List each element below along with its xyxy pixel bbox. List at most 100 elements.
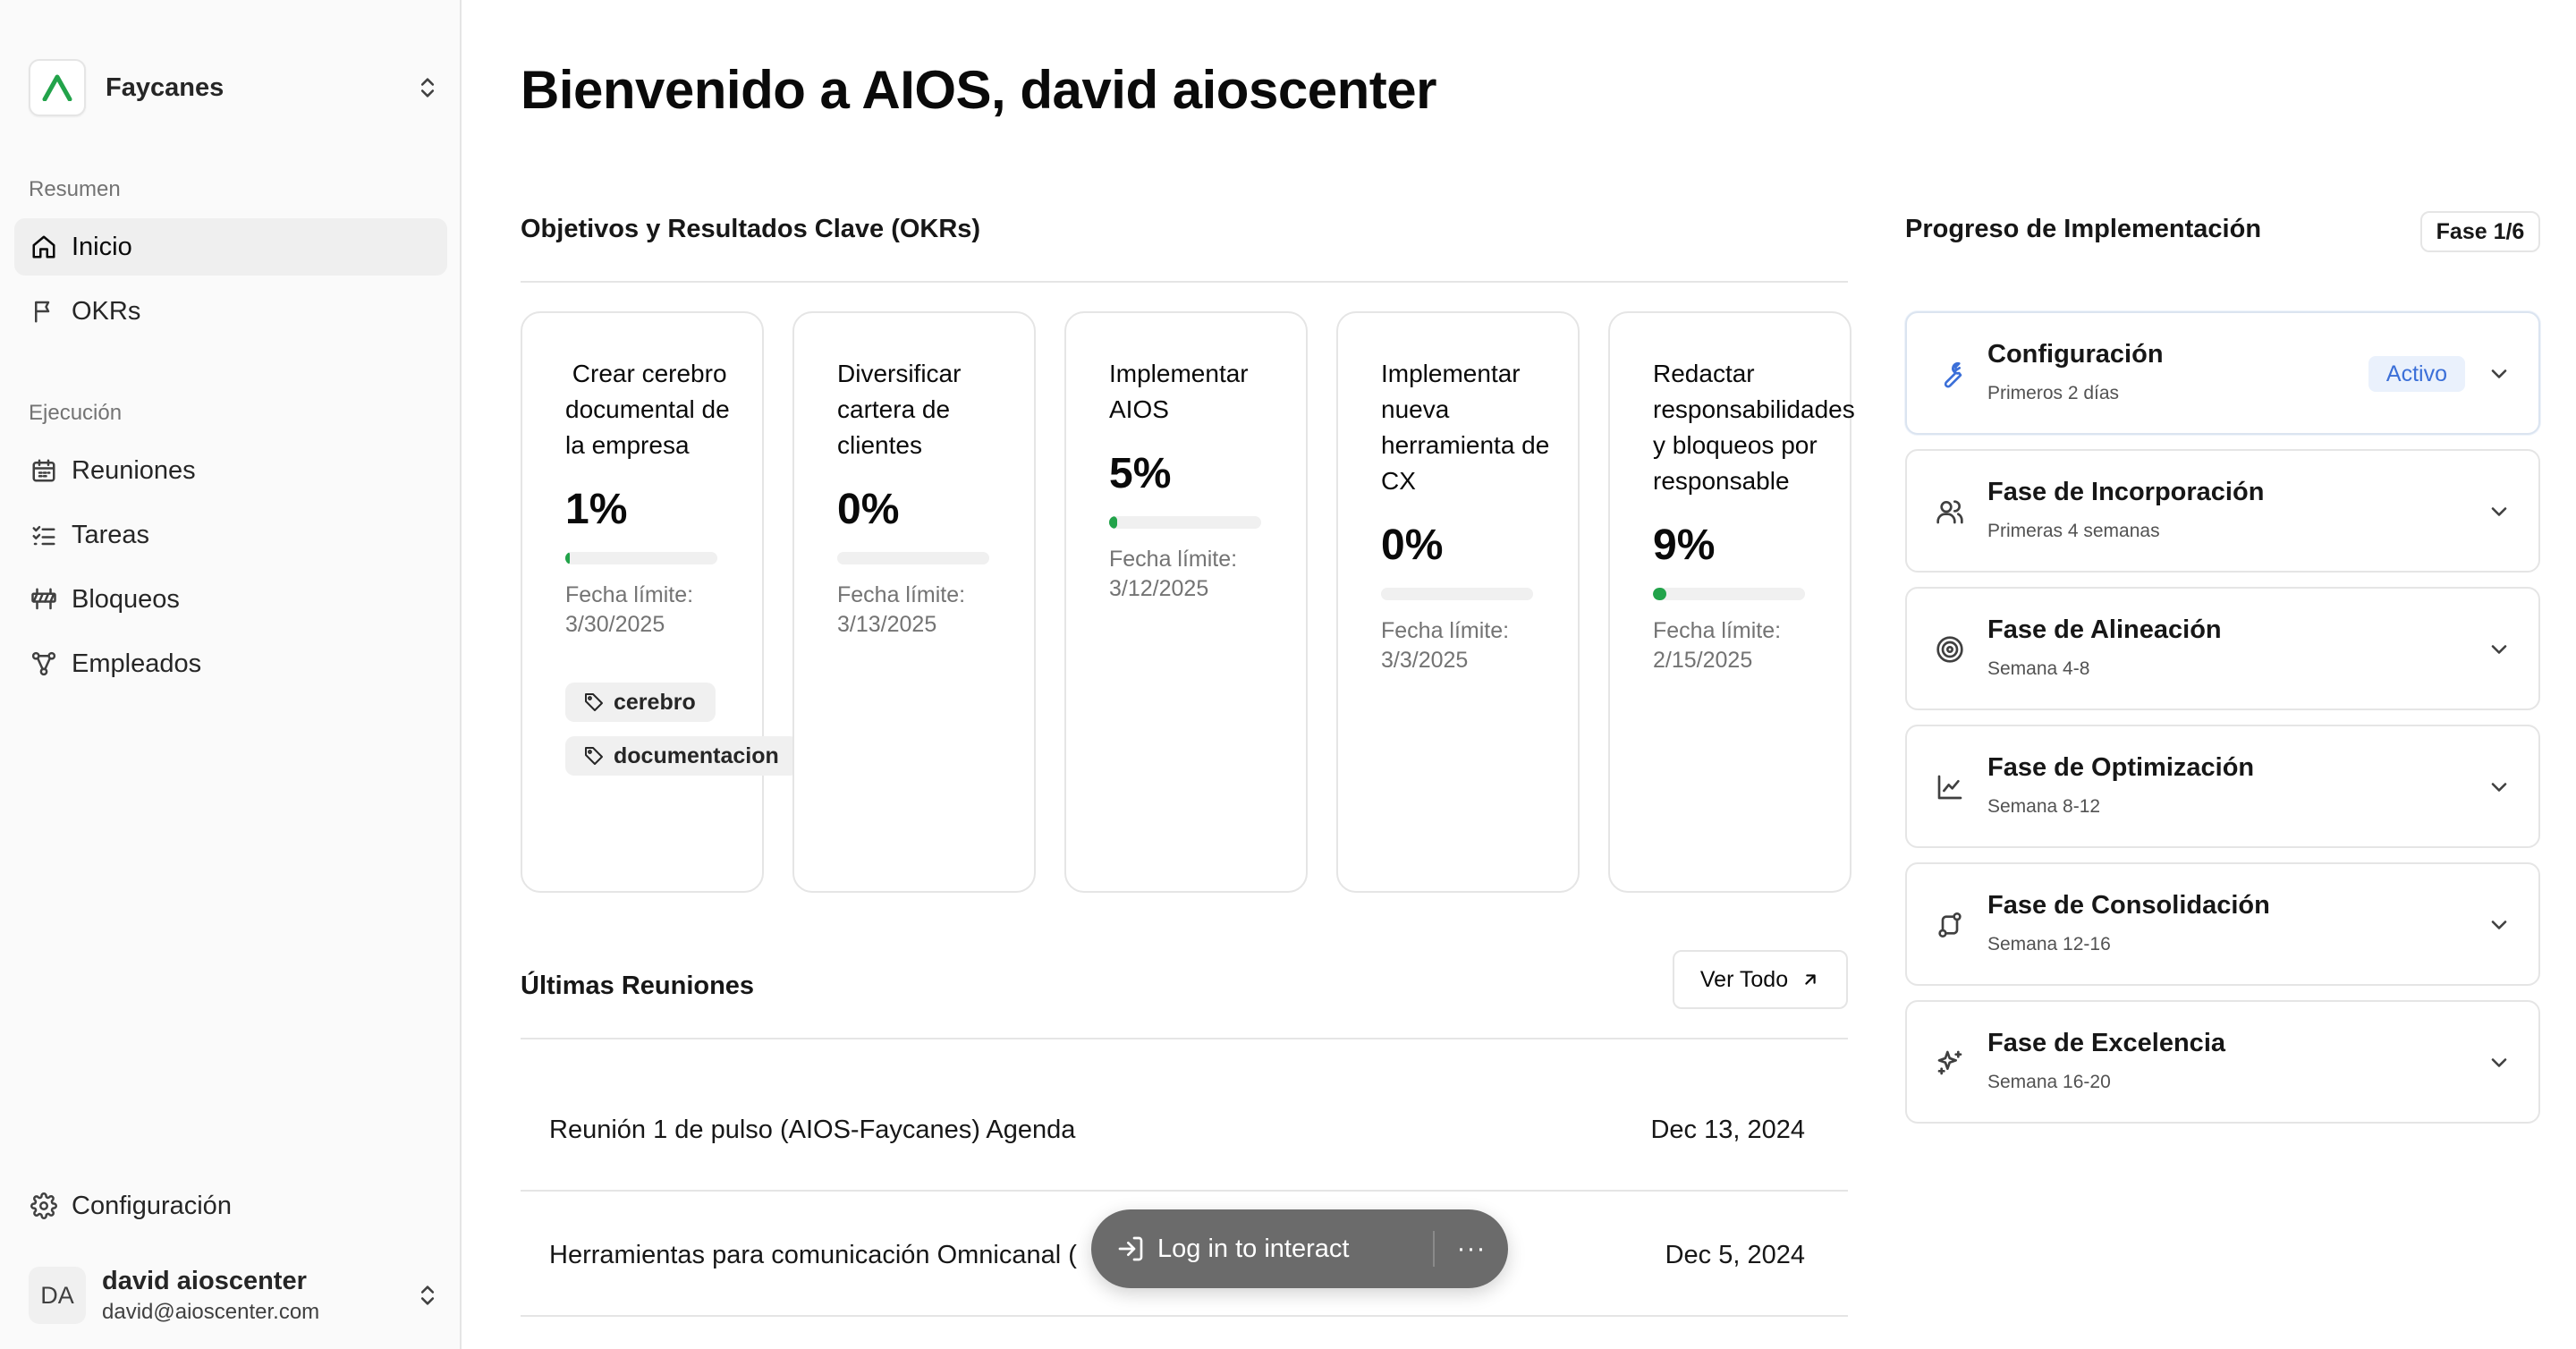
okr-tag[interactable]: documentacion [565,736,799,776]
sidebar-item-configuracion[interactable]: Configuración [14,1177,447,1234]
view-all-button[interactable]: Ver Todo [1673,950,1848,1009]
sidebar-item-inicio[interactable]: Inicio [14,218,447,276]
phase-item-excelencia[interactable]: Fase de Excelencia Semana 16-20 [1905,1000,2540,1124]
phase-name: Fase de Incorporación [1987,478,2265,506]
chevron-down-icon [2491,369,2507,378]
org-name: Faycanes [106,72,225,102]
okr-title: Crear cerebro documental de la empresa [565,360,737,459]
login-toast: Log in to interact ··· [1091,1209,1508,1288]
avatar: DA [29,1267,86,1324]
phase-duration: Semana 4-8 [1987,658,2090,679]
chevron-down-icon [2491,645,2507,654]
log-in-icon [1114,1233,1147,1265]
okr-percent: 0% [837,486,900,533]
okr-deadline: Fecha límite: 3/13/2025 [837,582,966,637]
sidebar-item-label: Inicio [72,232,132,261]
group-label-resumen: Resumen [29,177,121,201]
flag-icon [29,296,59,327]
sidebar-item-empleados[interactable]: Empleados [14,635,447,692]
phase-item-consolidacion[interactable]: Fase de Consolidación Semana 12-16 [1905,862,2540,986]
phase-counter-badge: Fase 1/6 [2420,211,2540,252]
sidebar-item-label: Configuración [72,1191,232,1220]
okr-tag-label: cerebro [614,689,696,715]
chevron-down-icon [2491,507,2507,516]
divider [521,281,1848,283]
phase-name: Configuración [1987,340,2164,369]
user-menu[interactable]: DA david aioscenter david@aioscenter.com [29,1261,440,1329]
okr-progress-bar [837,552,989,564]
okr-progress-bar [565,552,717,564]
meeting-title: Herramientas para comunicación Omnicanal… [549,1241,1077,1269]
okr-tag[interactable]: cerebro [565,683,716,722]
divider [521,1038,1848,1039]
okr-card[interactable]: Implementar nueva herramienta de CX 0% F… [1336,311,1580,893]
chevrons-up-down-icon [420,1285,435,1305]
phase-item-configuracion[interactable]: Configuración Primeros 2 días Activo [1905,311,2540,435]
phase-duration: Primeras 4 semanas [1987,521,2160,541]
home-icon [29,232,59,262]
okr-progress-fill [565,552,570,564]
wrench-icon [1934,358,1966,390]
org-logo [29,59,86,116]
phase-name: Fase de Consolidación [1987,891,2270,920]
okr-title: Implementar AIOS [1109,360,1249,423]
okr-percent: 9% [1653,522,1716,569]
more-options-button[interactable]: ··· [1456,1234,1487,1263]
okr-progress-bar [1109,516,1261,529]
okr-percent: 1% [565,486,628,533]
tag-icon [585,693,603,711]
okr-card[interactable]: Crear cerebro documental de la empresa 1… [521,311,799,893]
sidebar-item-tareas[interactable]: Tareas [14,506,447,564]
table-row[interactable]: Herramientas para comunicación Omnicanal… [521,1193,1848,1317]
toast-divider [1433,1231,1435,1267]
login-to-interact-button[interactable]: Log in to interact [1157,1234,1350,1263]
meeting-date: Dec 13, 2024 [1650,1116,1805,1144]
meeting-title: Reunión 1 de pulso (AIOS-Faycanes) Agend… [549,1116,1076,1144]
sidebar: Faycanes Resumen Inicio OKRs Ejecución R… [0,0,462,1349]
table-row[interactable]: Reunión 1 de pulso (AIOS-Faycanes) Agend… [521,1068,1848,1192]
sidebar-item-bloqueos[interactable]: Bloqueos [14,571,447,628]
chevron-down-icon [2491,783,2507,792]
route-icon [1934,909,1966,941]
okr-tag-label: documentacion [614,742,779,768]
phase-item-alineacion[interactable]: Fase de Alineación Semana 4-8 [1905,587,2540,710]
chevron-down-icon [2491,1058,2507,1067]
okr-progress-fill [1109,516,1117,529]
users-icon [1934,496,1966,528]
okr-card[interactable]: Diversificar cartera de clientes 0% Fech… [792,311,1036,893]
phase-duration: Primeros 2 días [1987,383,2120,403]
sidebar-item-label: OKRs [72,296,141,326]
okr-progress-fill [1653,588,1667,600]
okr-deadline: Fecha límite: 2/15/2025 [1653,618,1782,673]
phase-item-optimizacion[interactable]: Fase de Optimización Semana 8-12 [1905,725,2540,848]
group-label-ejecucion: Ejecución [29,401,123,425]
phase-item-incorporacion[interactable]: Fase de Incorporación Primeras 4 semanas [1905,449,2540,573]
calendar-icon [29,455,59,486]
user-email: david@aioscenter.com [102,1299,320,1324]
org-switcher[interactable]: Faycanes [29,55,440,120]
okr-title: Redactar responsabilidades y bloqueos po… [1653,360,1855,495]
implementation-title: Progreso de Implementación [1905,215,2262,243]
okr-deadline: Fecha límite: 3/30/2025 [565,582,694,637]
user-name: david aioscenter [102,1266,307,1295]
okr-card[interactable]: Redactar responsabilidades y bloqueos po… [1608,311,1855,893]
phase-name: Fase de Alineación [1987,615,2222,644]
barrier-icon [29,584,59,615]
okr-title: Diversificar cartera de clientes [837,360,962,459]
target-icon [1934,633,1966,666]
phase-duration: Semana 12-16 [1987,934,2111,954]
status-badge: Activo [2368,356,2465,392]
sidebar-item-okrs[interactable]: OKRs [14,283,447,340]
meeting-date: Dec 5, 2024 [1665,1241,1805,1269]
phase-name: Fase de Optimización [1987,753,2255,782]
sidebar-item-reuniones[interactable]: Reuniones [14,442,447,499]
okr-progress-bar [1381,588,1533,600]
okr-card[interactable]: Implementar AIOS 5% Fecha límite: 3/12/2… [1064,311,1308,893]
okr-title: Implementar nueva herramienta de CX [1381,360,1550,495]
phase-duration: Semana 8-12 [1987,796,2101,817]
okr-percent: 5% [1109,450,1172,497]
okr-deadline: Fecha límite: 3/3/2025 [1381,618,1510,673]
network-icon [29,649,59,679]
sidebar-item-label: Reuniones [72,455,196,485]
chevrons-up-down-icon [420,78,435,98]
